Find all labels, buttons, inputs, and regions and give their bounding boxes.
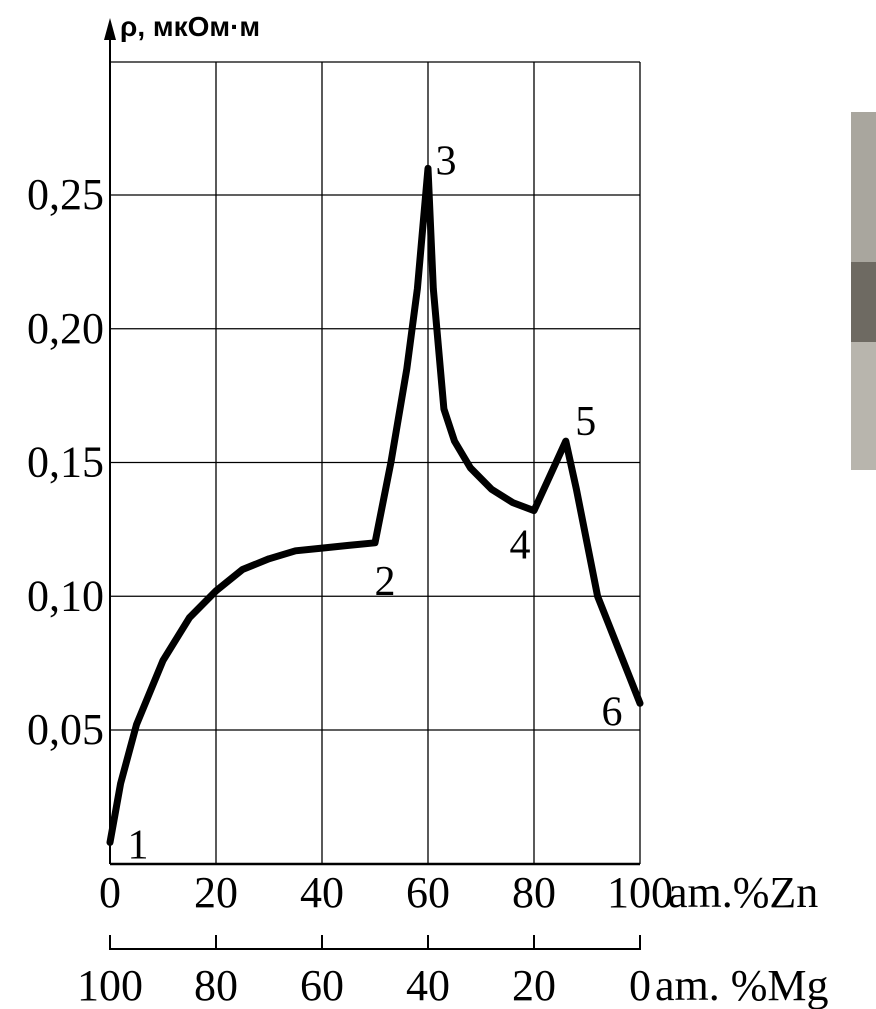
photo-fragment [851,112,876,470]
y-tick-label: 0,15 [27,438,104,487]
resistivity-curve [106,164,644,846]
x-tick-label-zn: 0 [99,868,121,917]
point-label: 6 [602,689,623,735]
y-axis-label: ρ, мкОм·м [120,11,260,42]
x-tick-label-zn: 40 [300,868,344,917]
point-label: 4 [510,523,531,569]
y-tick-label: 0,20 [27,304,104,353]
x-tick-label-mg: 100 [77,961,143,1009]
y-tick-label: 0,10 [27,571,104,620]
labels: ρ, мкОм·м0,050,100,150,200,250 20 40 60 80 10… [27,11,829,1009]
x-axis-label-zn: am.%Zn [668,868,818,917]
x-tick-label-mg: 60 [300,961,344,1009]
axes [104,18,641,950]
x-tick-label-mg: 20 [512,961,556,1009]
point-label: 2 [375,559,396,605]
grid [109,61,641,864]
y-tick-label: 0,05 [27,705,104,754]
y-axis-arrow [104,18,116,40]
x-tick-label-zn: 100 [607,868,673,917]
x-axis-label-mg: am. %Mg [655,961,829,1009]
x-tick-label-zn: 60 [406,868,450,917]
x-tick-label-zn: 80 [512,868,556,917]
x-tick-label-zn: 20 [194,868,238,917]
point-label: 1 [128,822,149,868]
point-label: 5 [575,399,596,445]
x-tick-label-mg: 0 [629,961,651,1009]
y-tick-label: 0,25 [27,170,104,219]
x-tick-label-mg: 40 [406,961,450,1009]
point-label: 3 [436,138,457,184]
x-tick-label-mg: 80 [194,961,238,1009]
curve-layer [106,164,644,846]
